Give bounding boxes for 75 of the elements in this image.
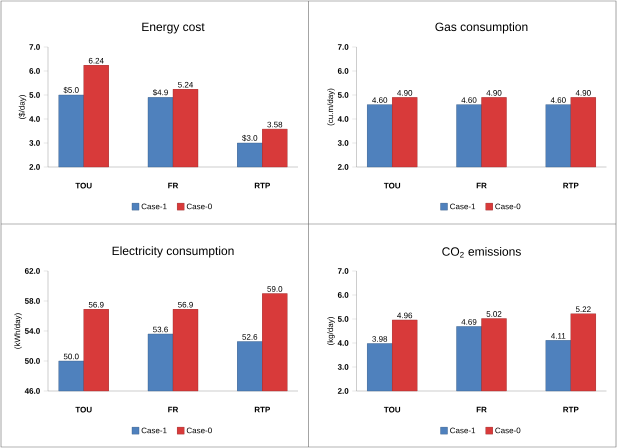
y-tick-label: 62.0	[24, 268, 40, 274]
legend-label: Case-1	[450, 204, 476, 210]
data-label: 4.96	[397, 312, 412, 318]
x-tick-label: RTP	[254, 182, 270, 188]
y-tick-label: 7.0	[338, 268, 348, 274]
y-tick-label: 3.0	[338, 364, 348, 370]
x-tick-label: FR	[168, 406, 178, 412]
data-label: 4.60	[461, 97, 476, 103]
legend-label: Case-1	[142, 204, 167, 210]
y-tick-label: 3.0	[29, 140, 40, 146]
y-tick-label: 58.0	[24, 298, 40, 304]
x-tick-label: TOU	[384, 182, 400, 188]
data-label: 4.69	[461, 319, 476, 325]
chart-title: Energy cost	[142, 22, 205, 34]
y-tick-label: 46.0	[24, 388, 40, 394]
data-label: 59.0	[267, 286, 282, 292]
chart-title: CO$_{2}$ emissions	[442, 246, 521, 258]
data-label: 56.9	[88, 302, 104, 308]
x-tick-label: TOU	[384, 406, 400, 412]
x-tick-label: RTP	[563, 182, 579, 188]
data-label: 53.6	[153, 326, 168, 332]
x-tick-label: RTP	[563, 406, 579, 412]
data-label: 52.6	[242, 334, 258, 340]
data-label: $5.0	[64, 86, 79, 94]
data-label: 3.58	[267, 122, 282, 128]
legend-label: Case-0	[186, 204, 212, 210]
legend-label: Case-1	[142, 428, 167, 434]
y-tick-label: 54.0	[24, 328, 40, 334]
y-tick-label: 6.0	[29, 68, 40, 74]
x-tick-label: FR	[476, 406, 487, 412]
data-label: 4.90	[397, 90, 412, 96]
y-tick-label: 6.0	[338, 68, 348, 74]
x-tick-label: TOU	[75, 182, 92, 188]
y-tick-label: 5.0	[338, 316, 348, 322]
x-tick-label: RTP	[254, 406, 270, 412]
y-tick-label: 50.0	[24, 358, 40, 364]
x-tick-label: TOU	[75, 406, 92, 412]
y-axis-title: (cu.m/day)	[327, 88, 335, 126]
y-axis-title: (kWh/day)	[14, 313, 22, 349]
y-tick-label: 7.0	[338, 44, 348, 50]
data-label: 56.9	[178, 302, 193, 308]
y-tick-label: 6.0	[338, 292, 348, 298]
data-label: 5.22	[576, 306, 591, 312]
data-label: 4.60	[550, 97, 566, 103]
y-axis-title: (kg/day)	[327, 317, 335, 345]
y-tick-label: 3.0	[338, 140, 348, 146]
legend-label: Case-0	[495, 428, 520, 434]
legend-label: Case-0	[495, 204, 520, 210]
y-tick-label: 2.0	[29, 164, 40, 170]
y-tick-label: 5.0	[338, 92, 348, 98]
legend-label: Case-1	[450, 428, 476, 434]
y-tick-label: 4.0	[338, 340, 348, 346]
y-axis-title: ($/day)	[18, 95, 26, 119]
chart-title: Electricity consumption	[112, 246, 234, 258]
y-tick-label: 5.0	[29, 92, 40, 98]
data-label: 4.90	[576, 90, 591, 96]
data-label: 4.60	[372, 97, 388, 103]
y-tick-label: 4.0	[29, 116, 40, 122]
x-tick-label: FR	[476, 182, 487, 188]
legend-label: Case-0	[186, 428, 212, 434]
data-label: $4.9	[152, 89, 168, 96]
data-label: 4.90	[486, 90, 502, 96]
x-tick-label: FR	[168, 182, 178, 188]
y-tick-label: 4.0	[338, 116, 348, 122]
data-label: 5.02	[486, 311, 502, 317]
data-label: 4.11	[550, 333, 566, 339]
chart-title: Gas consumption	[435, 22, 528, 34]
data-label: 5.24	[178, 82, 194, 88]
data-label: 6.24	[88, 58, 104, 64]
data-label: 3.98	[372, 336, 388, 342]
data-label: 50.0	[64, 354, 79, 360]
y-tick-label: 2.0	[338, 388, 348, 394]
y-tick-label: 2.0	[338, 164, 348, 170]
y-tick-label: 7.0	[29, 44, 40, 50]
data-label: $3.0	[242, 134, 258, 142]
